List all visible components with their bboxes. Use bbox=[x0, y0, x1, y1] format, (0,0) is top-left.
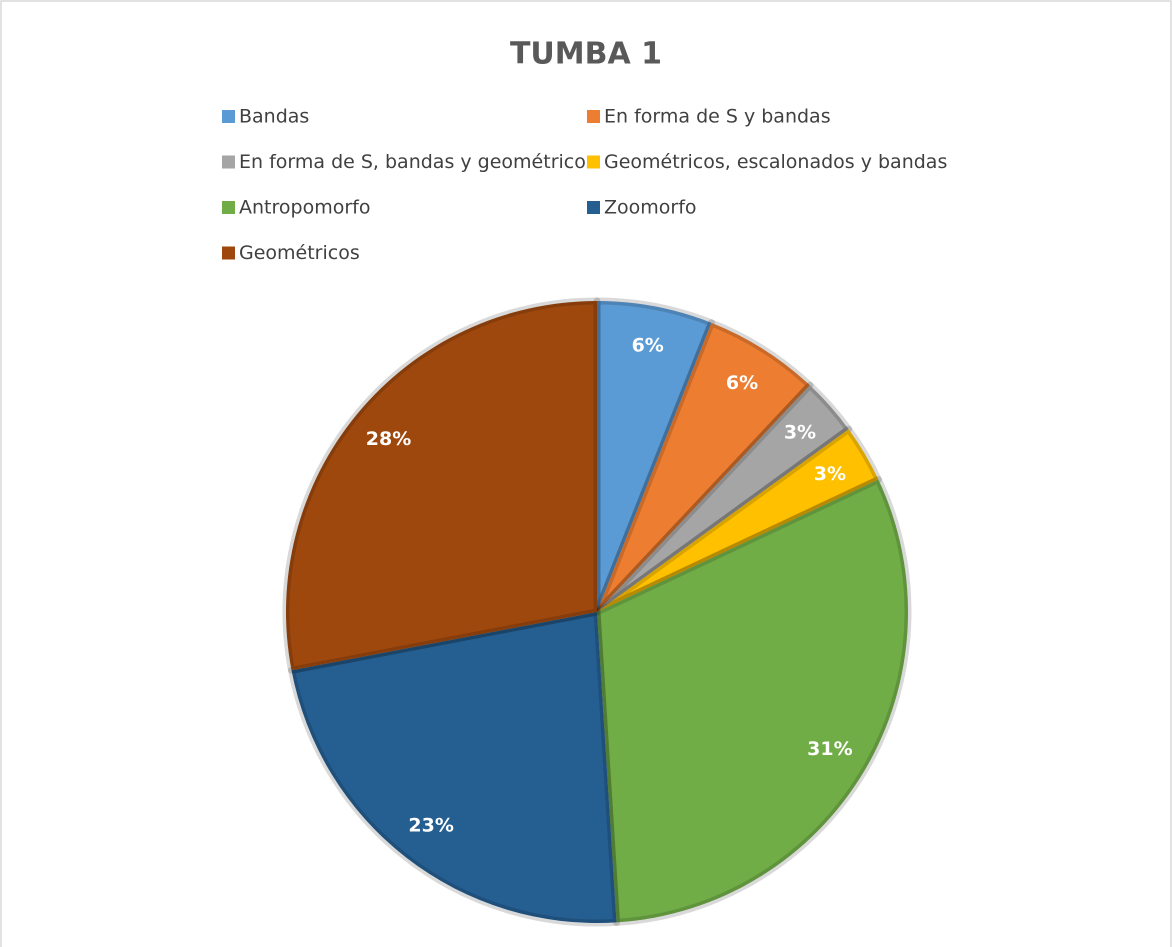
legend-swatch bbox=[587, 155, 600, 169]
legend-label: Geométricos, escalonados y bandas bbox=[604, 151, 947, 173]
data-label: 6% bbox=[632, 335, 664, 357]
pie-slice bbox=[593, 425, 882, 616]
legend-label: En forma de S, bandas y geométricos bbox=[239, 151, 596, 173]
data-label: 28% bbox=[366, 428, 411, 450]
pie-slice bbox=[282, 297, 601, 674]
legend-label: Antropomorfo bbox=[239, 197, 370, 219]
pie-slice bbox=[288, 608, 621, 927]
pie-slice bbox=[593, 476, 912, 926]
legend-label: Bandas bbox=[239, 106, 309, 128]
data-label: 23% bbox=[408, 814, 453, 836]
legend-swatch bbox=[222, 110, 235, 123]
legend-label: Zoomorfo bbox=[604, 197, 697, 219]
data-label: 31% bbox=[807, 738, 852, 760]
data-label: 3% bbox=[814, 463, 846, 485]
legend-swatch bbox=[587, 201, 600, 214]
legend-label: En forma de S y bandas bbox=[604, 106, 831, 128]
chart-title: TUMBA 1 bbox=[510, 37, 662, 72]
legend-swatch bbox=[222, 246, 235, 260]
legend-label: Geométricos bbox=[239, 242, 360, 264]
data-label: 3% bbox=[784, 422, 816, 444]
data-label: 6% bbox=[726, 372, 758, 394]
pie-slice bbox=[593, 319, 814, 616]
legend-swatch bbox=[222, 155, 235, 169]
legend-swatch bbox=[587, 110, 600, 123]
pie-slice bbox=[593, 381, 853, 616]
legend-swatch bbox=[222, 201, 235, 214]
pie-slice bbox=[593, 297, 715, 616]
